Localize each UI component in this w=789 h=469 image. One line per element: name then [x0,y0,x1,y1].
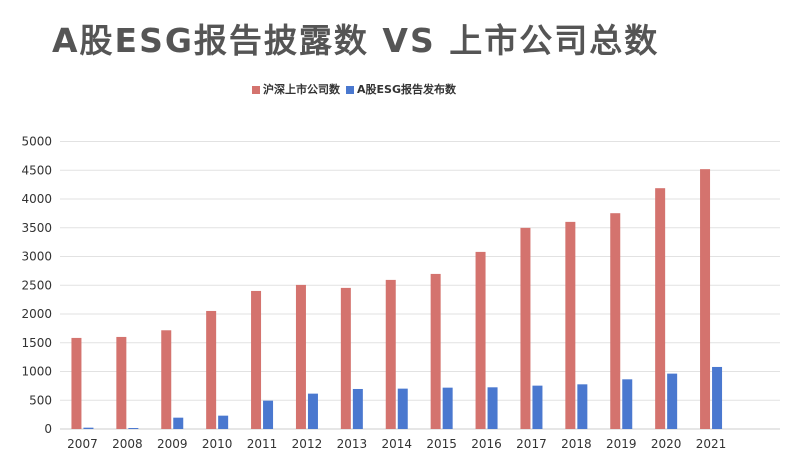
legend-swatch-red [252,86,260,94]
y-tick-label: 500 [29,393,52,407]
bar-listed-companies-2020 [655,188,666,429]
bar-esg-reports-2018 [577,384,588,429]
legend-swatch-blue [346,86,354,94]
x-tick-label: 2018 [561,437,592,451]
x-tick-label: 2007 [67,437,98,451]
y-tick-label: 3000 [21,250,52,264]
y-tick-label: 2000 [21,307,52,321]
x-tick-label: 2010 [202,437,233,451]
bar-esg-reports-2010 [218,415,229,429]
bar-listed-companies-2013 [340,287,351,429]
x-tick-label: 2020 [651,437,682,451]
bar-esg-reports-2017 [532,385,543,429]
bar-listed-companies-2011 [251,290,262,429]
x-tick-label: 2008 [112,437,143,451]
bar-esg-reports-2014 [397,388,408,429]
bar-esg-reports-2019 [622,379,633,429]
x-tick-label: 2011 [247,437,278,451]
legend-item-esg-reports: A股ESG报告发布数 [346,81,456,97]
y-tick-label: 4000 [21,192,52,206]
bar-listed-companies-2016 [475,251,486,429]
x-tick-label: 2014 [381,437,412,451]
bar-listed-companies-2014 [385,279,396,429]
x-tick-label: 2016 [471,437,502,451]
x-tick-label: 2013 [337,437,368,451]
bar-listed-companies-2021 [700,169,711,429]
bar-esg-reports-2016 [487,387,498,429]
y-tick-label: 0 [44,422,52,436]
bar-esg-reports-2020 [667,373,678,429]
chart-title: A股ESG报告披露数 VS 上市公司总数 [52,21,660,60]
x-tick-label: 2017 [516,437,547,451]
bar-listed-companies-2010 [206,310,217,429]
y-tick-label: 1000 [21,365,52,379]
bar-listed-companies-2009 [161,330,172,429]
y-tick-label: 5000 [21,135,52,149]
x-tick-label: 2019 [606,437,637,451]
bar-esg-reports-2007 [83,427,94,429]
bar-listed-companies-2007 [71,337,82,429]
bar-esg-reports-2008 [128,428,139,429]
x-tick-label: 2009 [157,437,188,451]
bar-listed-companies-2017 [520,227,531,429]
y-tick-label: 4500 [21,163,52,177]
bar-esg-reports-2012 [307,393,318,429]
bar-esg-reports-2011 [263,400,274,429]
legend: 沪深上市公司数 A股ESG报告发布数 [252,81,456,97]
x-tick-label: 2015 [426,437,457,451]
y-tick-label: 3500 [21,221,52,235]
bar-esg-reports-2021 [712,366,723,429]
bar-esg-reports-2013 [352,388,363,429]
legend-label: A股ESG报告发布数 [357,83,456,96]
bar-listed-companies-2019 [610,213,621,429]
y-tick-label: 2500 [21,278,52,292]
x-tick-label: 2021 [696,437,727,451]
bar-listed-companies-2008 [116,336,127,429]
bar-esg-reports-2015 [442,387,453,429]
bar-listed-companies-2018 [565,221,576,429]
x-tick-label: 2012 [292,437,323,451]
legend-label: 沪深上市公司数 [263,83,340,96]
y-tick-label: 1500 [21,336,52,350]
bar-esg-reports-2009 [173,417,184,429]
bar-listed-companies-2012 [295,284,306,429]
legend-item-listed-companies: 沪深上市公司数 [252,81,340,97]
bar-listed-companies-2015 [430,273,441,429]
